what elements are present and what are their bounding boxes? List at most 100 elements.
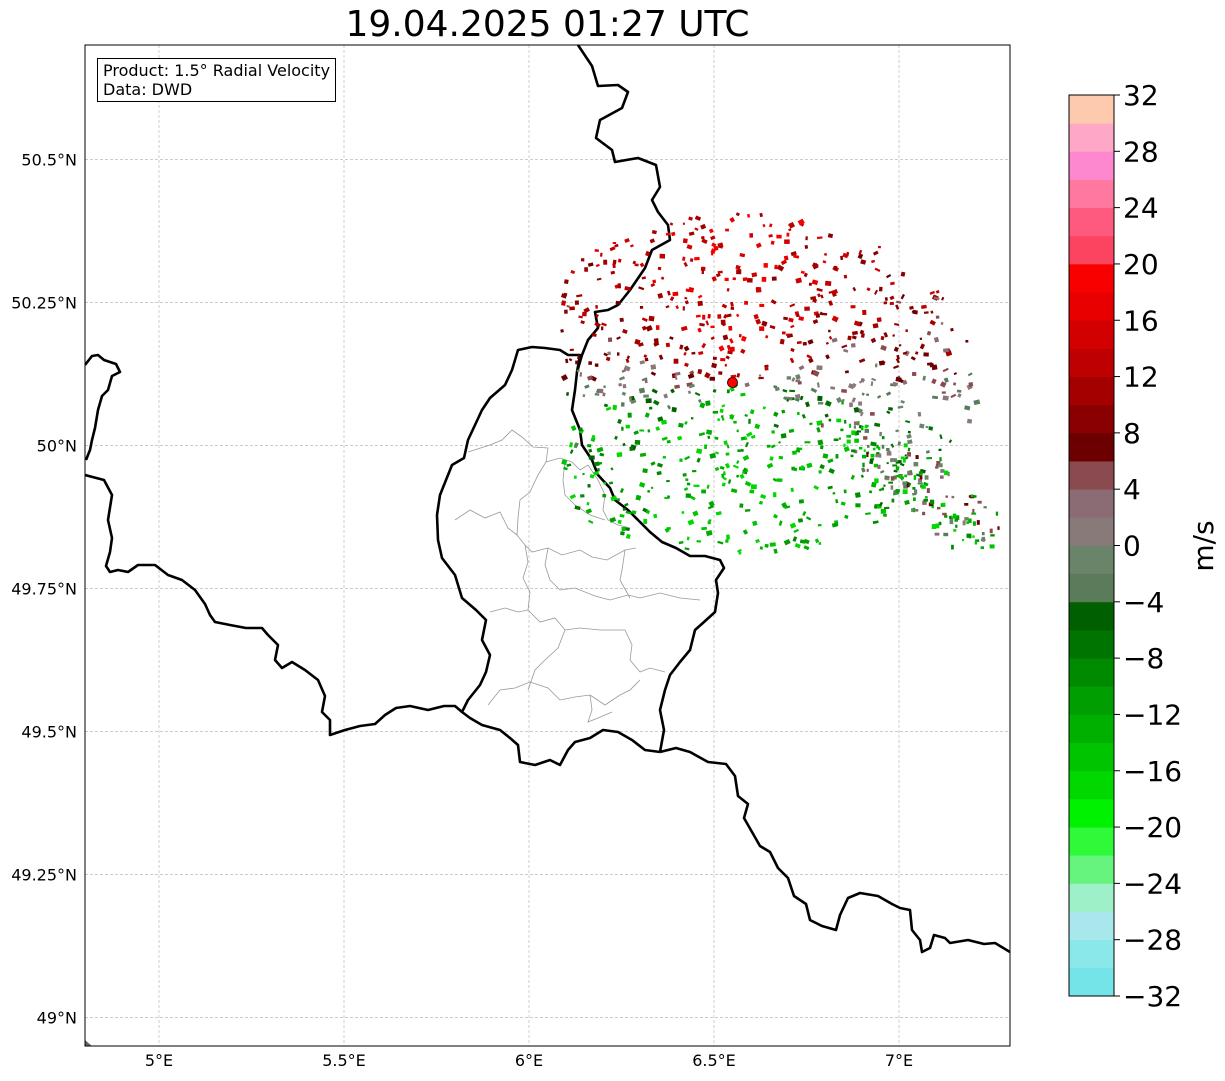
velocity-echo [680,325,688,332]
colorbar-tick-label: −16 [1123,755,1182,788]
map-title: 19.04.2025 01:27 UTC [345,4,750,45]
velocity-echo [820,294,824,299]
velocity-echo [744,441,749,448]
velocity-echo [705,400,711,406]
velocity-echo [658,354,664,361]
velocity-echo [972,508,975,513]
velocity-echo [816,426,821,433]
velocity-echo [735,474,740,478]
velocity-echo [793,467,798,472]
velocity-echo [866,287,871,292]
velocity-echo [784,239,790,244]
velocity-echo [876,452,880,455]
velocity-echo [874,267,881,272]
velocity-echo [840,255,844,261]
velocity-echo [895,304,900,310]
velocity-echo [661,436,668,441]
velocity-echo [686,482,691,486]
velocity-echo [707,505,714,510]
velocity-echo [874,289,878,295]
velocity-echo [683,261,688,267]
velocity-echo [599,452,605,457]
velocity-echo [926,330,932,336]
velocity-echo [790,251,797,257]
velocity-echo [802,511,807,517]
velocity-echo [602,392,606,397]
velocity-echo [853,425,856,429]
velocity-echo [879,431,882,437]
velocity-echo [897,441,902,446]
velocity-echo [621,391,627,396]
colorbar-tick-label: 12 [1123,361,1159,394]
velocity-echo [913,475,917,480]
velocity-echo [929,362,935,368]
velocity-echo [892,334,896,337]
velocity-echo [919,423,925,429]
velocity-echo [719,408,724,414]
colorbar-tick-label: −28 [1123,924,1182,957]
velocity-echo [587,375,594,381]
velocity-echo [634,439,641,445]
velocity-echo [582,472,585,476]
velocity-echo [739,253,746,258]
velocity-echo [601,322,607,327]
velocity-echo [650,371,657,376]
velocity-echo [750,484,757,490]
velocity-echo [648,315,655,322]
velocity-echo [866,468,869,472]
velocity-echo [859,329,865,335]
velocity-echo [645,250,651,257]
velocity-echo [617,498,620,501]
colorbar-tick-label: 0 [1123,530,1141,563]
velocity-echo [912,371,917,376]
velocity-echo [607,337,613,342]
velocity-echo [770,444,776,449]
velocity-echo [879,501,883,507]
colorbar-segment [1069,629,1114,659]
velocity-echo [878,360,885,366]
velocity-echo [634,338,641,346]
colorbar-tick-label: −8 [1123,642,1164,675]
velocity-echo [769,456,774,461]
velocity-echo [880,508,886,514]
velocity-echo [566,305,570,308]
velocity-echo [858,249,863,256]
velocity-echo [893,365,899,369]
velocity-echo [898,344,902,347]
velocity-echo [576,294,583,298]
velocity-echo [817,523,822,527]
velocity-echo [819,445,824,450]
velocity-echo [828,418,832,422]
colorbar-segment [1069,658,1114,687]
velocity-echo [950,393,957,399]
velocity-echo [635,494,642,501]
velocity-echo [685,493,691,498]
velocity-echo [783,396,788,401]
velocity-echo [709,376,715,381]
velocity-echo [862,309,867,315]
velocity-echo [605,406,612,411]
velocity-echo [643,394,649,398]
velocity-echo [720,415,724,418]
lat-tick-label: 50.5°N [21,150,77,169]
velocity-echo [936,461,941,466]
velocity-echo [892,381,899,387]
velocity-echo [755,242,762,249]
velocity-echo [966,521,969,524]
velocity-echo [880,344,887,351]
velocity-echo [641,276,647,280]
velocity-echo [738,333,742,338]
velocity-echo [840,428,844,432]
velocity-echo [795,277,803,284]
velocity-echo [995,511,999,516]
velocity-echo [900,400,905,404]
velocity-echo [832,491,836,495]
velocity-echo [902,379,908,386]
velocity-echo [706,484,710,489]
velocity-echo [624,286,631,292]
velocity-echo [612,404,618,411]
velocity-echo [827,329,831,333]
velocity-echo [600,326,604,331]
velocity-echo [886,462,889,465]
velocity-echo [669,336,674,340]
